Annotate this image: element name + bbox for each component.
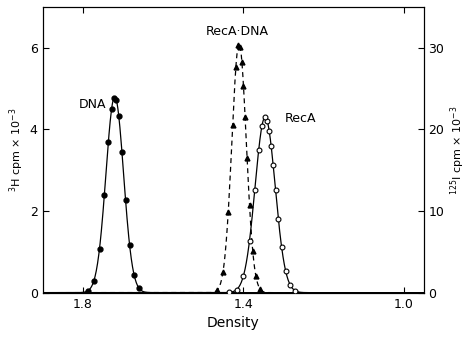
Text: RecA·DNA: RecA·DNA: [206, 25, 269, 37]
X-axis label: Density: Density: [207, 316, 259, 330]
Text: RecA: RecA: [285, 112, 317, 125]
Text: DNA: DNA: [79, 98, 107, 111]
Y-axis label: $^{3}$H cpm $\times$ 10$^{-3}$: $^{3}$H cpm $\times$ 10$^{-3}$: [7, 108, 26, 192]
Y-axis label: $^{125}$I cpm $\times$ 10$^{-3}$: $^{125}$I cpm $\times$ 10$^{-3}$: [448, 105, 467, 194]
